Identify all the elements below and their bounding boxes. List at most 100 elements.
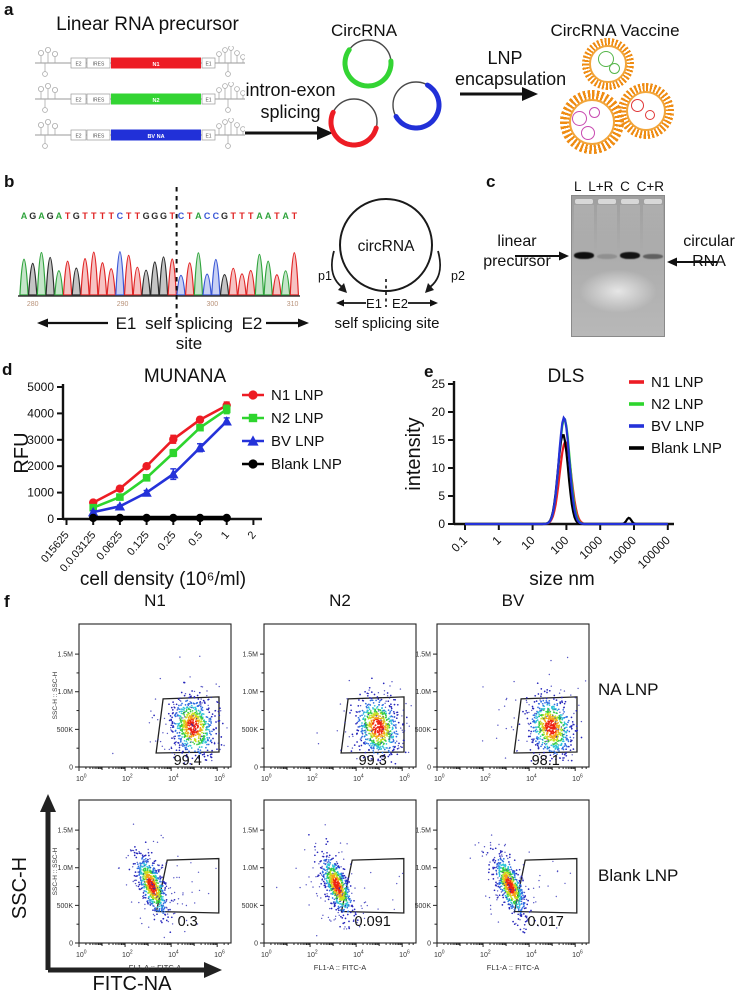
svg-text:3000: 3000 [27,433,54,447]
svg-text:T: T [169,211,175,221]
svg-text:T: T [231,211,237,221]
scatter-cloud [481,656,587,762]
svg-text:G: G [160,211,167,221]
svg-text:102: 102 [307,950,318,960]
svg-text:500K: 500K [415,903,432,910]
svg-text:A: A [38,211,45,221]
gate-percentage: 0.3 [178,914,198,930]
svg-text:0: 0 [427,765,431,772]
svg-text:E1: E1 [205,62,211,68]
circrna-cargo [631,98,645,112]
construct-row: E2 IRES N1 E1 [35,46,245,77]
svg-text:1.5M: 1.5M [242,828,258,835]
svg-text:1.0M: 1.0M [57,689,73,696]
svg-text:100: 100 [434,774,445,784]
gel-image [571,195,665,337]
svg-text:0: 0 [47,512,54,526]
flow-row-label-blank-lnp: Blank LNP [598,866,679,885]
svg-text:N1 LNP: N1 LNP [271,387,324,404]
series-n1-lnp [89,401,231,507]
circrna-diagrams [328,39,442,148]
svg-text:N1: N1 [152,62,159,68]
svg-text:0: 0 [254,765,258,772]
svg-text:1.0M: 1.0M [242,865,258,872]
svg-text:290: 290 [117,301,129,308]
flow-row-label-na-lnp: NA LNP [598,680,659,699]
step1-line2: splicing [260,102,321,122]
svg-text:4000: 4000 [27,406,54,420]
svg-text:100: 100 [261,774,272,784]
gel-well [644,199,662,204]
munana-chart: MUNANA010002000300040005000RFU0156250.0.… [11,366,342,590]
svg-text:A: A [282,211,289,221]
svg-text:MUNANA: MUNANA [144,366,227,387]
svg-text:FL1-A :: FITC-A: FL1-A :: FITC-A [487,963,540,972]
svg-text:106: 106 [399,950,410,960]
svg-text:0.1: 0.1 [448,533,470,555]
svg-text:25: 25 [432,377,446,391]
lane-label: L+R [588,179,614,194]
svg-text:C: C [213,211,220,221]
gel-left-label: linear precursor [474,232,560,272]
svg-text:100: 100 [76,950,87,960]
svg-text:0.0625: 0.0625 [94,529,125,562]
panel-f-label: f [4,592,10,611]
series-n2-lnp [89,404,231,512]
svg-text:G: G [143,211,150,221]
svg-text:G: G [29,211,36,221]
svg-text:T: T [248,211,254,221]
svg-text:FL1-A :: FITC-A: FL1-A :: FITC-A [314,963,367,972]
svg-text:0.5: 0.5 [186,529,205,548]
circrna-cargo [589,106,601,118]
step2-label: LNP encapsulation [455,48,566,90]
svg-text:circRNA: circRNA [358,238,415,255]
flow-plot-n2-na: 0 500K 1.0M 1.5M 100 102 104 106 99.3 [242,623,417,784]
dls-chart: DLS 0 5 10 15 20 25 intensity 0.1 1 10 100 1000 10000… [403,366,722,590]
panel-c-label: c [486,172,496,191]
series-bv-lnp [88,416,232,517]
svg-text:G: G [73,211,80,221]
series-blank-lnp [89,513,231,523]
svg-text:1.5M: 1.5M [415,828,431,835]
svg-text:1.0M: 1.0M [242,689,258,696]
gate-percentage: 0.017 [528,914,564,930]
svg-text:T: T [65,211,71,221]
circrna-splice-diagram: circRNA p1 p2 E1 E2 self splicing site [318,198,465,332]
svg-text:E2: E2 [75,98,81,104]
svg-text:100: 100 [261,950,272,960]
svg-text:BV LNP: BV LNP [651,418,704,435]
gate [155,696,220,754]
svg-text:5000: 5000 [27,380,54,394]
svg-text:106: 106 [214,950,225,960]
svg-text:G: G [47,211,54,221]
svg-text:500K: 500K [242,727,259,734]
flow-col-title-n1: N1 [144,591,166,610]
svg-text:102: 102 [122,950,133,960]
svg-text:T: T [108,211,114,221]
svg-text:A: A [195,211,202,221]
svg-text:1: 1 [489,533,504,548]
svg-text:T: T [292,211,298,221]
svg-text:N2: N2 [152,98,159,104]
svg-text:2: 2 [246,529,259,541]
panel-d-label: d [2,360,13,379]
svg-text:BV NA: BV NA [147,134,164,140]
lnp-particle [582,38,634,90]
svg-text:10: 10 [432,461,446,475]
step1-line1: intron-exon [245,80,336,100]
gel-band [596,254,617,259]
circrna-cargo [597,51,614,67]
dls-curve-bv-lnp [465,415,668,526]
svg-text:E1: E1 [116,314,137,333]
svg-text:104: 104 [353,950,364,960]
flow-big-axes: SSC-H FITC-NA [10,794,222,992]
circrna-cargo [644,109,655,120]
svg-text:300: 300 [207,301,219,308]
svg-text:106: 106 [572,774,583,784]
svg-text:104: 104 [526,774,537,784]
svg-text:G: G [221,211,228,221]
construct-row: E2 IRES BV NA E1 [35,118,245,149]
svg-text:1000: 1000 [27,486,54,500]
